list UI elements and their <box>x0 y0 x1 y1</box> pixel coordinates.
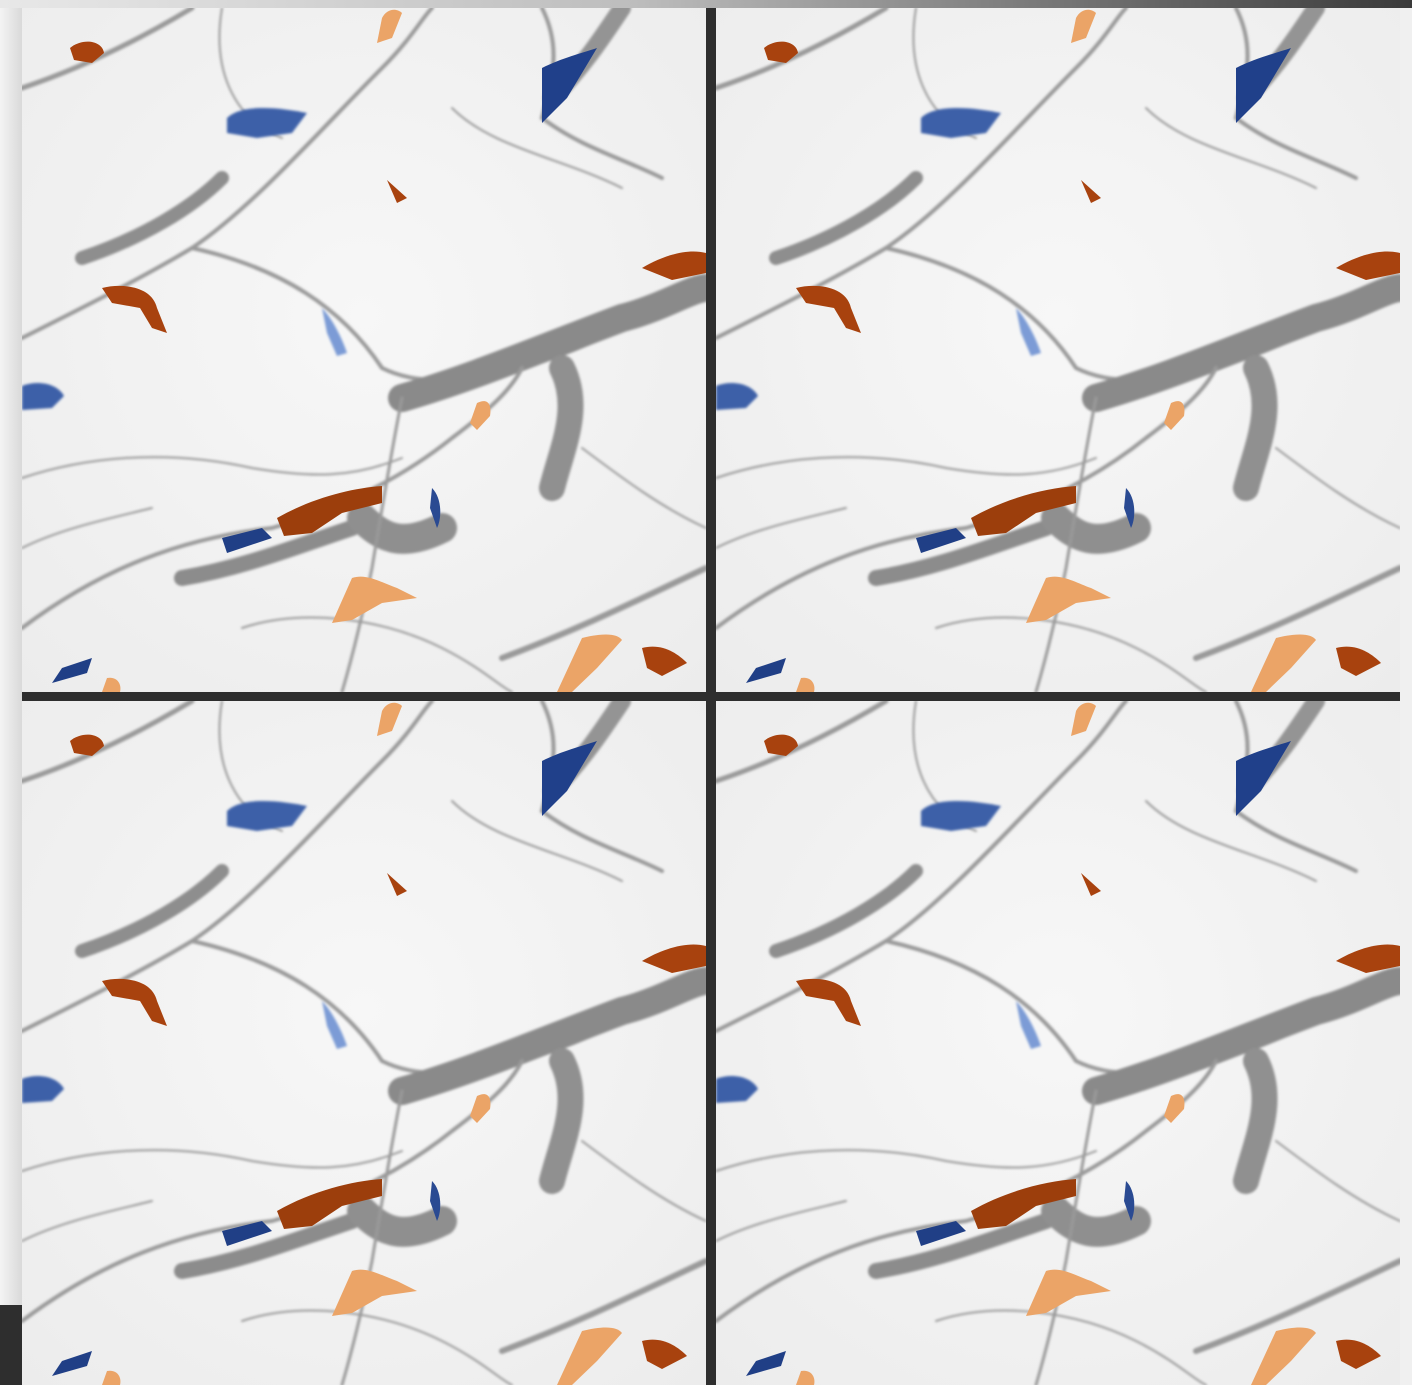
top-edge <box>0 0 1412 8</box>
tile <box>716 8 1400 692</box>
tile <box>22 8 706 692</box>
left-edge <box>0 0 22 1305</box>
tile <box>716 701 1400 1385</box>
right-edge <box>1400 8 1412 1385</box>
tile <box>22 701 706 1385</box>
